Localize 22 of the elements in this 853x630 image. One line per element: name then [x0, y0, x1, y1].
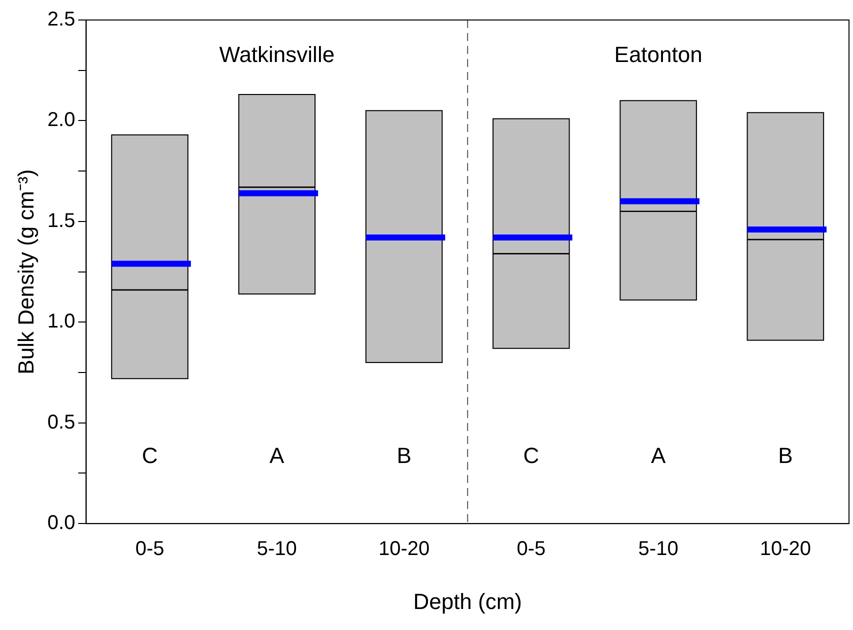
x-tick-label: 5-10	[256, 538, 297, 560]
y-tick-label: 0.5	[47, 411, 76, 434]
annotation: B	[778, 443, 793, 468]
y-tick-label: 1.5	[47, 210, 76, 232]
x-axis-title: Depth (cm)	[413, 588, 522, 614]
annotation: B	[396, 443, 412, 468]
x-tick-label: 10-20	[378, 538, 430, 560]
x-tick-label: 5-10	[638, 538, 678, 560]
annotation: A	[650, 443, 666, 468]
annotation: A	[270, 443, 285, 468]
annotation: Eatonton	[614, 42, 702, 68]
x-tick-label: 0-5	[516, 538, 546, 560]
y-tick-label: 2.0	[47, 109, 76, 132]
annotation: Watkinsville	[219, 42, 335, 68]
y-tick-label: 2.5	[47, 8, 76, 31]
x-tick-label: 0-5	[135, 538, 164, 560]
y-tick-label: 0.0	[47, 512, 76, 534]
y-axis-title: Bulk Density (g cm⁻³)	[13, 169, 38, 374]
annotation: C	[523, 443, 540, 468]
y-tick-label: 1.0	[47, 310, 76, 333]
annotation: C	[142, 443, 158, 468]
x-tick-label: 10-20	[760, 538, 812, 560]
